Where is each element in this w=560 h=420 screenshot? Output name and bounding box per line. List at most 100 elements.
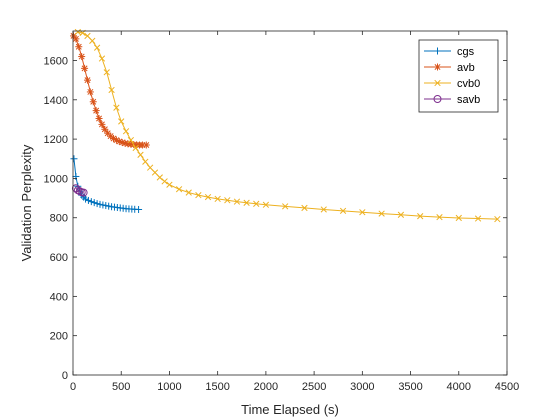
x-axis-label: Time Elapsed (s) — [241, 402, 339, 417]
y-tick-label: 1000 — [44, 173, 68, 185]
data-point-cvb0 — [494, 215, 501, 223]
data-point-cvb0 — [378, 210, 385, 217]
data-point-cvb0 — [84, 32, 91, 40]
x-tick-label: 4000 — [447, 381, 471, 393]
plot-frame — [72, 30, 508, 376]
data-point-cvb0 — [436, 213, 443, 221]
data-point-cvb0 — [147, 164, 154, 171]
data-point-cvb0 — [127, 136, 135, 144]
data-point-cvb0 — [195, 191, 202, 199]
data-point-cvb0 — [417, 213, 424, 220]
data-point-cvb0 — [113, 104, 120, 111]
x-tick-label: 3000 — [350, 381, 374, 393]
x-tick-label: 2000 — [254, 381, 278, 393]
data-point-cvb0 — [397, 211, 405, 218]
y-tick-label: 1400 — [44, 95, 68, 107]
data-point-avb — [95, 114, 103, 122]
data-point-cvb0 — [282, 203, 289, 210]
data-point-cgs — [82, 195, 90, 203]
data-point-cvb0 — [455, 214, 462, 222]
x-tick-label: 1000 — [157, 381, 181, 393]
data-point-cvb0 — [243, 199, 250, 206]
data-point-cvb0 — [122, 128, 130, 135]
data-point-avb — [92, 107, 100, 115]
y-tick-label: 600 — [50, 252, 68, 264]
data-point-cvb0 — [233, 198, 241, 205]
legend-box — [418, 39, 499, 113]
data-point-cvb0 — [474, 215, 482, 222]
data-point-cgs — [93, 200, 101, 208]
y-axis-label: Validation Perplexity — [19, 144, 34, 261]
data-point-cgs — [87, 198, 95, 206]
y-tick-label: 400 — [50, 291, 68, 303]
series-line-savb — [75, 187, 84, 194]
legend-label: cgs — [457, 46, 475, 58]
data-point-avb — [89, 98, 97, 106]
data-point-cgs — [135, 205, 143, 213]
data-point-cvb0 — [185, 189, 192, 196]
data-point-cvb0 — [132, 144, 139, 152]
legend-item-cgs: cgs — [424, 46, 475, 58]
series-avb — [69, 32, 150, 149]
data-point-cvb0 — [93, 44, 101, 51]
data-point-cvb0 — [118, 118, 125, 125]
data-point-cvb0 — [161, 178, 168, 185]
data-point-savb — [79, 188, 88, 197]
data-point-avb — [101, 125, 109, 133]
data-point-cvb0 — [151, 169, 159, 176]
data-point-avb — [142, 141, 150, 149]
data-point-cvb0 — [98, 55, 106, 62]
series-layer — [69, 28, 501, 223]
y-tick-label: 200 — [50, 331, 68, 343]
data-point-cvb0 — [339, 207, 347, 215]
legend-items: cgs avb cvb0 savb — [424, 46, 480, 106]
ticks-layer: 0 500 1000 1500 2000 2500 3000 3500 4000 4500 0 200… — [44, 31, 519, 393]
x-tick-label: 1500 — [205, 381, 229, 393]
data-point-cvb0 — [320, 206, 327, 213]
x-tick-label: 2500 — [302, 381, 326, 393]
legend-item-savb: savb — [424, 94, 480, 106]
data-point-cgs — [70, 155, 78, 163]
y-tick-label: 800 — [50, 213, 68, 225]
data-point-cvb0 — [359, 209, 366, 216]
data-point-cvb0 — [74, 28, 81, 36]
data-point-avb — [112, 136, 120, 144]
data-point-avb — [78, 53, 86, 61]
data-point-cvb0 — [175, 186, 183, 193]
data-point-avb — [98, 120, 106, 128]
y-tick-label: 1600 — [44, 55, 68, 67]
data-point-cvb0 — [301, 204, 308, 212]
legend-label: cvb0 — [457, 78, 480, 90]
legend-marker-cvb0 — [434, 79, 441, 87]
legend-marker-savb — [433, 95, 442, 103]
data-point-cvb0 — [224, 197, 231, 204]
x-tick-label: 0 — [70, 381, 76, 393]
legend: cgs avb cvb0 savb — [418, 39, 499, 113]
y-tick-label: 1200 — [44, 134, 68, 146]
data-point-cvb0 — [108, 86, 115, 94]
data-point-cvb0 — [253, 200, 260, 207]
x-tick-label: 3500 — [398, 381, 422, 393]
data-point-avb — [75, 43, 83, 51]
legend-item-cvb0: cvb0 — [424, 78, 480, 90]
data-point-cvb0 — [103, 69, 110, 76]
data-point-cvb0 — [89, 37, 96, 44]
data-point-cvb0 — [156, 174, 163, 181]
data-point-cvb0 — [214, 195, 221, 203]
series-savb — [71, 184, 88, 197]
data-point-cvb0 — [262, 201, 270, 208]
data-point-cgs — [96, 200, 104, 208]
data-point-cgs — [84, 196, 92, 204]
data-point-avb — [86, 88, 94, 96]
legend-label: avb — [457, 62, 475, 74]
data-point-cgs — [90, 199, 98, 207]
x-tick-label: 4500 — [495, 381, 519, 393]
data-point-cgs — [99, 201, 107, 209]
data-point-cvb0 — [166, 181, 173, 188]
data-point-cgs — [105, 202, 113, 210]
series-cvb0 — [74, 28, 501, 223]
x-tick-label: 500 — [112, 381, 130, 393]
data-point-cvb0 — [137, 151, 144, 158]
data-point-avb — [83, 76, 91, 84]
